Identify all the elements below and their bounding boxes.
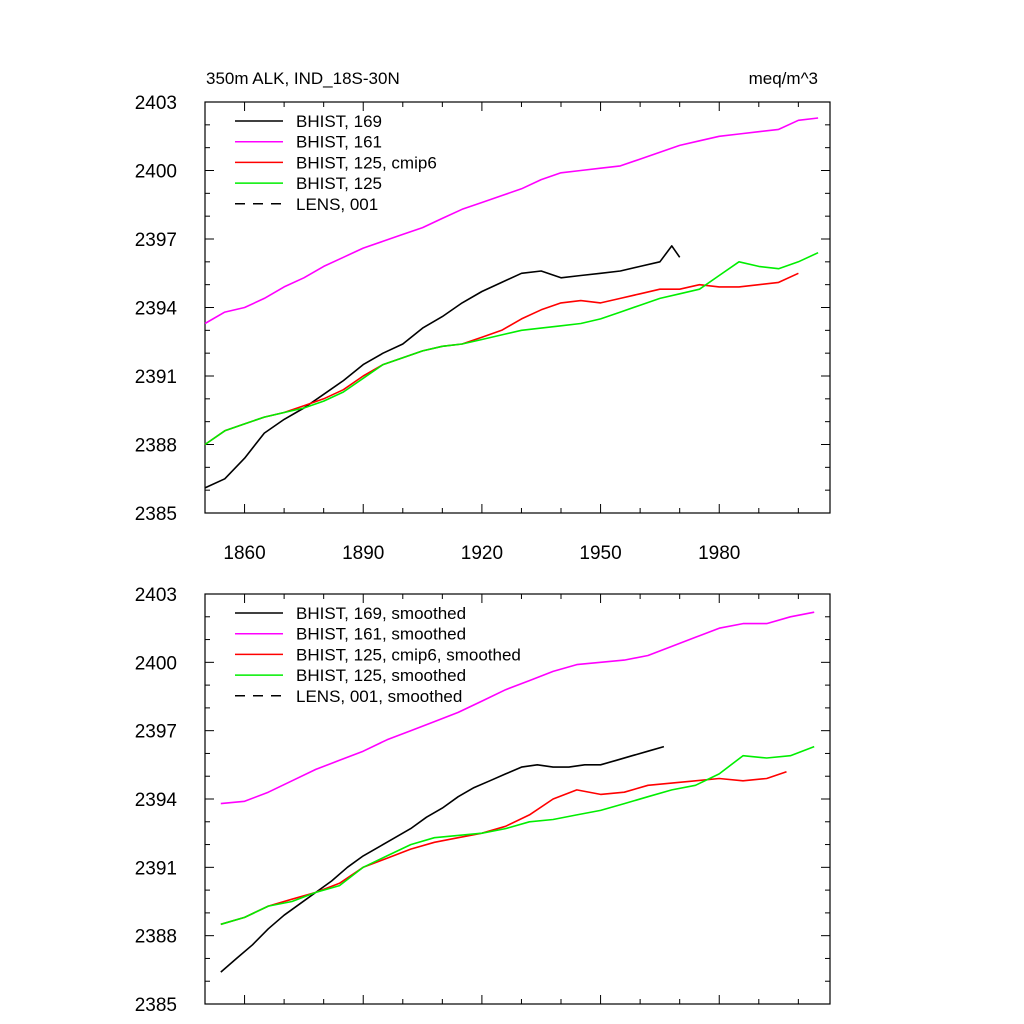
series-line <box>204 272 799 446</box>
legend-label: LENS, 001 <box>296 195 378 214</box>
series-line <box>220 745 815 926</box>
legend-label: BHIST, 125, cmip6, smoothed <box>296 645 521 664</box>
x-tick-label: 1920 <box>461 543 503 564</box>
legend-label: BHIST, 125, smoothed <box>296 666 466 685</box>
y-tick-label: 2394 <box>135 790 178 811</box>
legend-label: BHIST, 161 <box>296 133 382 152</box>
y-tick-label: 2397 <box>135 722 177 743</box>
y-tick-label: 2391 <box>135 367 177 388</box>
series-line <box>220 745 665 973</box>
y-tick-label: 2397 <box>135 230 177 251</box>
x-tick-label: 1950 <box>579 543 621 564</box>
chart-units: meq/m^3 <box>749 69 818 88</box>
legend-label: BHIST, 161, smoothed <box>296 625 466 644</box>
legend-label: BHIST, 169 <box>296 112 382 131</box>
bottom-panel: 2385 2388 2391 2394 2397 2400 2403 BHIST, 169, … <box>135 585 831 1016</box>
series-line <box>204 117 819 325</box>
y-tick-label: 2388 <box>135 436 177 457</box>
y-tick-label: 2403 <box>135 93 177 114</box>
series-line <box>204 245 681 489</box>
y-tick-label: 2403 <box>135 585 177 606</box>
legend-label: BHIST, 169, smoothed <box>296 604 466 623</box>
x-tick-label: 1980 <box>698 543 740 564</box>
top-panel: 1860 1890 1920 1950 1980 2385 2388 2391 2394 2397… <box>135 93 831 564</box>
legend-label: LENS, 001, smoothed <box>296 687 462 706</box>
chart-title: 350m ALK, IND_18S-30N <box>206 69 400 88</box>
series-line <box>220 611 815 805</box>
y-tick-label: 2385 <box>135 504 177 525</box>
x-tick-label: 1890 <box>342 543 384 564</box>
y-tick-label: 2385 <box>135 995 177 1016</box>
legend-label: BHIST, 125 <box>296 174 382 193</box>
series-line <box>204 251 819 446</box>
y-tick-label: 2400 <box>135 653 177 674</box>
y-tick-label: 2400 <box>135 162 177 183</box>
legend-label: BHIST, 125, cmip6 <box>296 153 437 172</box>
y-tick-label: 2388 <box>135 927 177 948</box>
y-tick-label: 2394 <box>135 299 178 320</box>
x-tick-label: 1860 <box>223 543 265 564</box>
series-line <box>220 770 787 926</box>
y-tick-label: 2391 <box>135 858 177 879</box>
